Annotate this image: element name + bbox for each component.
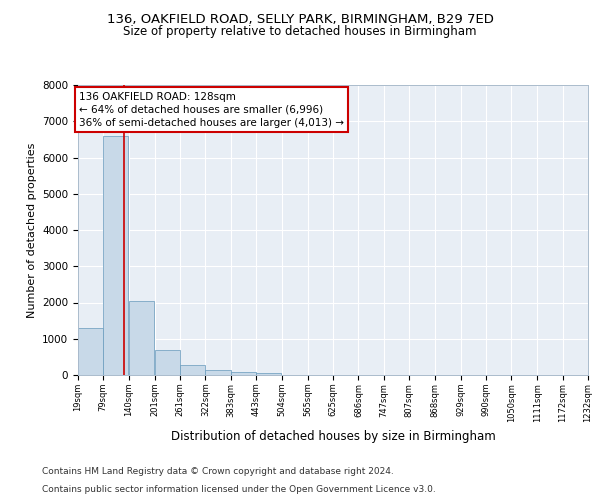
Text: 136, OAKFIELD ROAD, SELLY PARK, BIRMINGHAM, B29 7ED: 136, OAKFIELD ROAD, SELLY PARK, BIRMINGH…	[107, 12, 493, 26]
Bar	[231, 372, 256, 375]
Bar	[205, 370, 230, 375]
X-axis label: Distribution of detached houses by size in Birmingham: Distribution of detached houses by size …	[170, 430, 496, 443]
Bar	[78, 328, 103, 375]
Text: Contains public sector information licensed under the Open Government Licence v3: Contains public sector information licen…	[42, 485, 436, 494]
Bar	[155, 350, 180, 375]
Text: Contains HM Land Registry data © Crown copyright and database right 2024.: Contains HM Land Registry data © Crown c…	[42, 467, 394, 476]
Y-axis label: Number of detached properties: Number of detached properties	[26, 142, 37, 318]
Bar	[180, 365, 205, 375]
Bar	[129, 300, 154, 375]
Bar	[256, 373, 281, 375]
Text: 136 OAKFIELD ROAD: 128sqm
← 64% of detached houses are smaller (6,996)
36% of se: 136 OAKFIELD ROAD: 128sqm ← 64% of detac…	[79, 92, 344, 128]
Bar	[103, 136, 128, 375]
Text: Size of property relative to detached houses in Birmingham: Size of property relative to detached ho…	[123, 25, 477, 38]
